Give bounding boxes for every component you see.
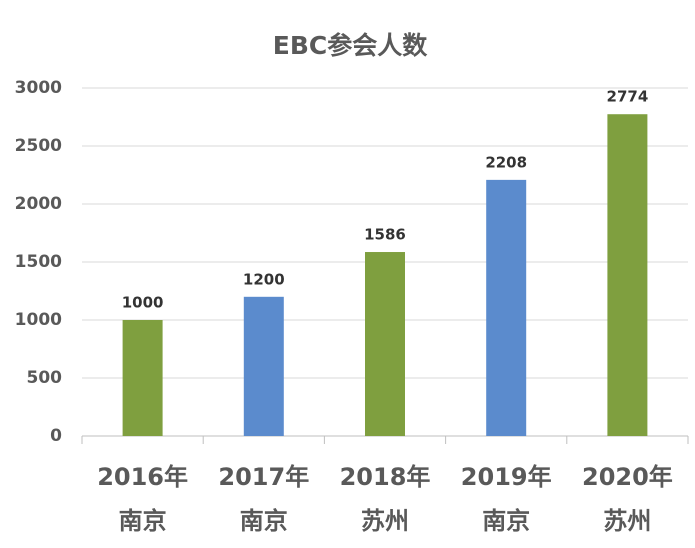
y-tick-label: 1500 — [15, 252, 62, 272]
chart-title: EBC参会人数 — [273, 31, 428, 60]
data-label: 2208 — [485, 153, 527, 171]
bar — [122, 320, 163, 436]
bar — [365, 252, 405, 436]
x-tick-label: 2018年 — [340, 463, 431, 491]
y-tick-label: 2500 — [15, 136, 62, 156]
y-tick-label: 0 — [50, 426, 62, 446]
y-tick-label: 2000 — [15, 194, 62, 214]
data-label: 2774 — [607, 88, 649, 106]
x-tick-label: 苏州 — [603, 507, 651, 535]
x-tick-label: 南京 — [119, 507, 167, 535]
y-tick-label: 1000 — [15, 310, 62, 330]
data-label: 1200 — [243, 270, 285, 288]
data-label: 1000 — [122, 294, 164, 312]
bar — [607, 114, 648, 436]
x-tick-label: 2019年 — [461, 463, 552, 491]
bar — [243, 296, 284, 436]
x-tick-label: 苏州 — [361, 507, 409, 535]
x-tick-label: 南京 — [482, 507, 530, 535]
x-tick-label: 2020年 — [582, 463, 673, 491]
y-tick-label: 500 — [27, 368, 63, 388]
x-tick-label: 2016年 — [97, 463, 188, 491]
data-label: 1586 — [364, 226, 406, 244]
y-tick-label: 3000 — [15, 78, 62, 98]
x-tick-label: 2017年 — [218, 463, 309, 491]
bar — [486, 179, 527, 436]
x-tick-label: 南京 — [240, 507, 288, 535]
